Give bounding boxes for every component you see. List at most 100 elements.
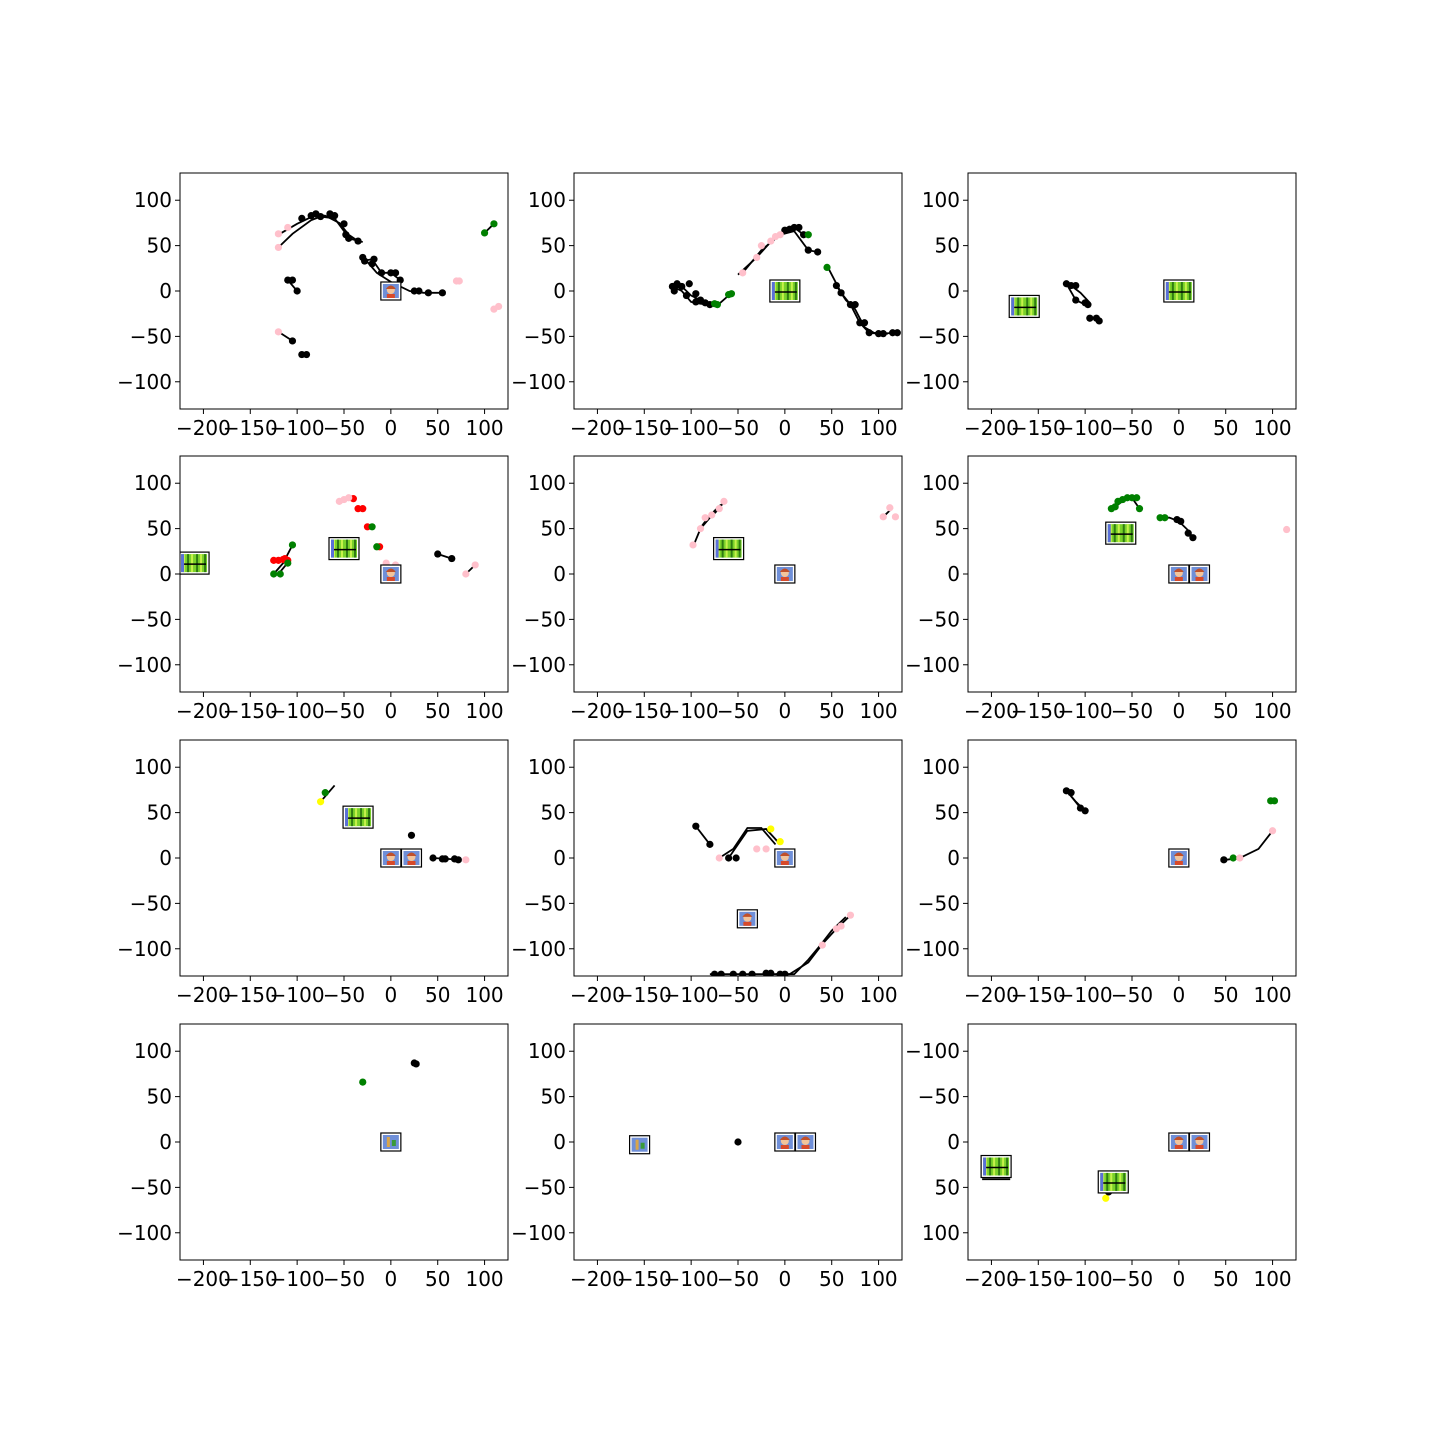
y-tick-label: 50	[147, 234, 172, 258]
grass-icon	[1097, 1170, 1129, 1194]
data-point	[377, 269, 386, 277]
data-point	[288, 276, 297, 284]
x-tick-label: 0	[384, 416, 397, 440]
x-tick-label: −150	[223, 983, 278, 1007]
data-point	[284, 559, 292, 567]
data-point	[781, 970, 789, 976]
data-point	[720, 497, 728, 505]
x-tick-label: −100	[664, 983, 719, 1007]
data-point	[480, 229, 489, 237]
x-tick-label: 0	[384, 1267, 397, 1291]
x-tick-label: −100	[270, 983, 325, 1007]
y-tick-label: −50	[918, 324, 960, 348]
x-tick-label: 0	[384, 699, 397, 723]
data-point	[1133, 494, 1141, 502]
data-point	[368, 523, 376, 531]
person-icon	[400, 848, 423, 868]
grass-icon	[180, 551, 210, 575]
x-tick-label: −100	[1058, 416, 1113, 440]
data-point	[739, 269, 747, 277]
x-tick-label: −200	[964, 416, 1019, 440]
data-point	[424, 289, 432, 297]
y-tick-label: −50	[524, 607, 566, 631]
data-point	[879, 513, 887, 521]
y-tick-label: 0	[159, 562, 172, 586]
data-point	[454, 856, 462, 864]
x-tick-label: 100	[465, 699, 503, 723]
data-point	[860, 319, 869, 327]
data-point	[767, 969, 775, 976]
y-tick-label: 100	[528, 471, 566, 495]
y-tick-label: 50	[935, 1175, 960, 1199]
x-tick-label: 50	[1213, 983, 1238, 1007]
y-tick-label: −50	[130, 891, 172, 915]
y-tick-label: 100	[922, 471, 960, 495]
data-point	[692, 822, 700, 830]
data-point	[753, 845, 761, 853]
y-tick-label: 50	[935, 517, 960, 541]
y-tick-label: 100	[922, 755, 960, 779]
person-icon	[774, 848, 796, 868]
x-tick-label: 100	[859, 983, 897, 1007]
y-tick-label: −100	[511, 370, 566, 394]
x-tick-label: 100	[465, 1267, 503, 1291]
y-tick-label: 50	[541, 1085, 566, 1109]
data-point	[316, 212, 325, 221]
data-point	[689, 541, 697, 549]
x-tick-label: −200	[570, 416, 625, 440]
data-point	[832, 281, 841, 290]
x-tick-label: −150	[617, 416, 672, 440]
data-point	[710, 970, 719, 976]
data-point	[1270, 797, 1279, 805]
plot-area	[628, 1132, 817, 1155]
data-point	[715, 505, 723, 513]
x-tick-label: −50	[1111, 1267, 1153, 1291]
data-point	[804, 246, 812, 254]
data-point	[455, 277, 463, 285]
x-tick-label: 0	[1172, 983, 1185, 1007]
plot-area	[316, 784, 470, 868]
data-point	[438, 289, 446, 297]
data-point	[837, 922, 845, 930]
data-point	[1072, 296, 1080, 304]
data-point	[865, 329, 873, 337]
data-point	[340, 220, 348, 228]
x-tick-label: −100	[664, 416, 719, 440]
data-point	[270, 570, 278, 578]
data-point	[846, 911, 855, 919]
y-tick-label: 50	[935, 234, 960, 258]
data-point	[1081, 807, 1089, 815]
data-point	[762, 845, 770, 853]
y-tick-label: 50	[541, 801, 566, 825]
data-point	[448, 554, 456, 563]
data-point	[706, 840, 714, 848]
data-point	[692, 290, 700, 298]
x-tick-label: −200	[964, 699, 1019, 723]
data-point	[284, 223, 292, 232]
x-tick-label: −100	[664, 1267, 719, 1291]
data-point	[331, 212, 339, 220]
data-point	[1236, 854, 1244, 862]
y-tick-label: −50	[918, 891, 960, 915]
data-point	[757, 242, 766, 250]
x-tick-label: −50	[1111, 416, 1153, 440]
x-tick-label: −50	[323, 699, 365, 723]
x-tick-label: −200	[570, 699, 625, 723]
x-tick-label: 50	[425, 416, 450, 440]
x-tick-label: −50	[1111, 699, 1153, 723]
data-point	[302, 350, 311, 359]
x-tick-label: 0	[778, 983, 791, 1007]
data-point	[727, 290, 736, 298]
y-tick-label: −50	[130, 1175, 172, 1199]
track-line-3	[727, 828, 781, 859]
y-tick-label: 0	[553, 1130, 566, 1154]
plot-area	[359, 1059, 420, 1152]
y-tick-label: 0	[947, 1130, 960, 1154]
x-tick-label: −50	[717, 699, 759, 723]
data-point	[434, 550, 442, 558]
data-point	[725, 854, 733, 862]
plot-area	[980, 1132, 1211, 1202]
plot-area	[668, 223, 901, 338]
